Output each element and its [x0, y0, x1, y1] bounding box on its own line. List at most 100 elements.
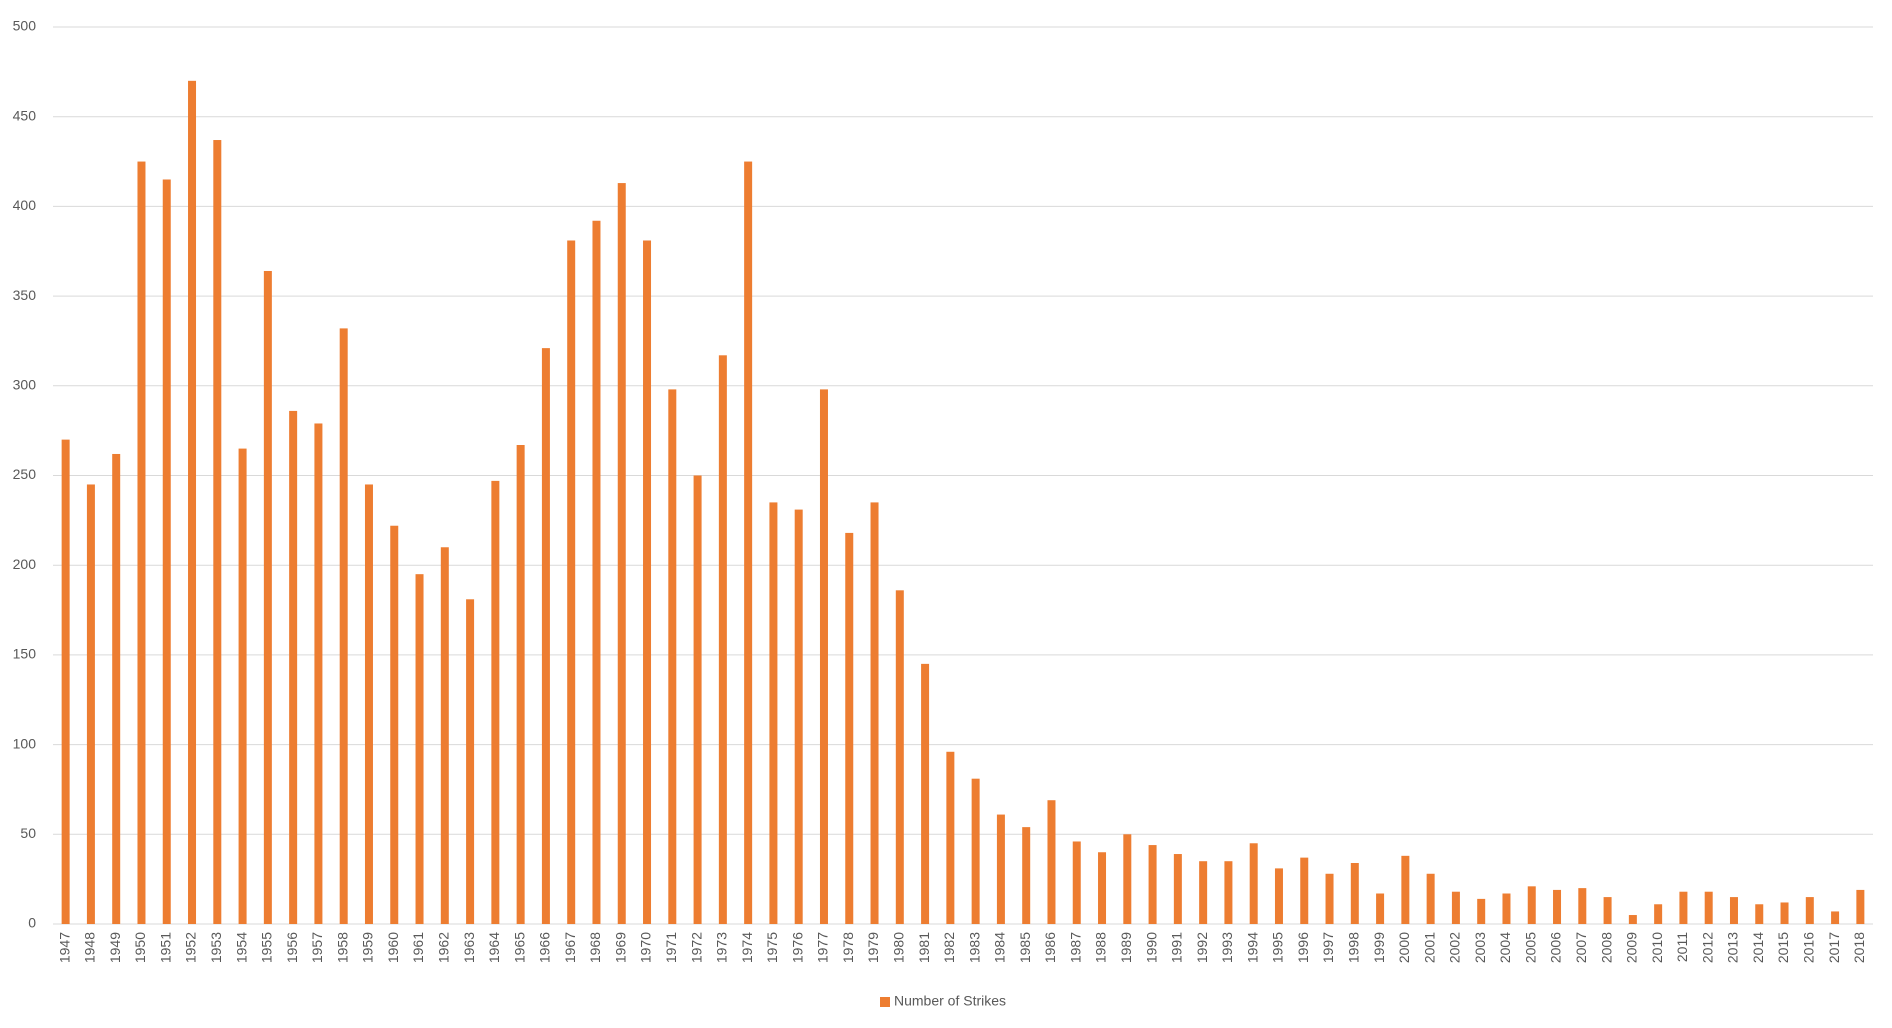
- x-tick-label: 1954: [233, 932, 249, 963]
- x-tick-label: 1953: [208, 932, 224, 963]
- x-tick-label: 1969: [612, 932, 628, 963]
- bar: [1098, 852, 1107, 924]
- x-tick-label: 1982: [941, 932, 957, 963]
- bar: [440, 547, 449, 924]
- bar: [718, 355, 727, 924]
- y-tick-label: 50: [20, 825, 36, 841]
- bar: [314, 423, 323, 924]
- x-tick-label: 1995: [1270, 932, 1286, 963]
- x-tick-label: 2005: [1522, 932, 1538, 963]
- x-tick-label: 2003: [1472, 932, 1488, 963]
- bar: [188, 80, 197, 924]
- bar: [668, 389, 677, 924]
- y-tick-label: 300: [13, 377, 37, 393]
- x-tick-label: 2001: [1421, 932, 1437, 963]
- x-tick-label: 1967: [562, 932, 578, 963]
- bar: [921, 663, 930, 924]
- bar: [819, 389, 828, 924]
- x-tick-label: 1985: [1017, 932, 1033, 963]
- x-tick-label: 1976: [789, 932, 805, 963]
- bar: [1502, 893, 1511, 924]
- x-tick-label: 1984: [992, 932, 1008, 963]
- bar: [466, 599, 475, 924]
- bar: [1274, 868, 1283, 924]
- bar: [1553, 889, 1562, 924]
- x-tick-label: 2002: [1447, 932, 1463, 963]
- x-tick-label: 1968: [587, 932, 603, 963]
- bar: [238, 448, 247, 924]
- bar: [1729, 897, 1738, 924]
- bar: [1426, 873, 1435, 924]
- bar: [870, 502, 879, 924]
- bar: [491, 480, 500, 924]
- x-tick-label: 2018: [1851, 932, 1867, 963]
- bar: [390, 525, 399, 924]
- bar: [1072, 841, 1081, 924]
- bar: [1047, 800, 1056, 924]
- bar: [1477, 898, 1486, 924]
- x-tick-label: 1977: [815, 932, 831, 963]
- bar: [1704, 891, 1713, 924]
- x-tick-label: 1974: [739, 932, 755, 963]
- x-tick-label: 1965: [511, 932, 527, 963]
- x-tick-label: 1998: [1346, 932, 1362, 963]
- bar: [769, 502, 778, 924]
- x-tick-label: 1981: [916, 932, 932, 963]
- bar: [263, 270, 272, 924]
- x-tick-label: 1951: [157, 932, 173, 963]
- bar: [1527, 886, 1536, 924]
- bar: [567, 240, 576, 925]
- bar: [1628, 915, 1637, 924]
- bar: [1578, 888, 1587, 924]
- bar: [1173, 854, 1182, 924]
- x-tick-label: 1961: [410, 932, 426, 963]
- x-tick-label: 1994: [1244, 932, 1260, 963]
- x-tick-label: 1950: [132, 932, 148, 963]
- y-tick-label: 150: [13, 646, 37, 662]
- x-tick-label: 2006: [1548, 932, 1564, 963]
- bar: [895, 590, 904, 924]
- bar: [617, 183, 626, 924]
- bar: [1123, 834, 1132, 924]
- x-tick-label: 1996: [1295, 932, 1311, 963]
- bar: [364, 484, 373, 924]
- x-tick-label: 1971: [663, 932, 679, 963]
- x-tick-label: 1949: [107, 932, 123, 963]
- x-tick-label: 2000: [1396, 932, 1412, 963]
- bar: [112, 453, 121, 924]
- bar: [693, 475, 702, 924]
- x-tick-label: 1990: [1143, 932, 1159, 963]
- bar: [1831, 911, 1840, 924]
- bar: [61, 439, 70, 924]
- bar: [213, 140, 222, 925]
- x-tick-label: 1956: [284, 932, 300, 963]
- x-tick-label: 2017: [1826, 932, 1842, 963]
- x-tick-label: 1958: [334, 932, 350, 963]
- bar: [1679, 891, 1688, 924]
- x-tick-label: 2015: [1775, 932, 1791, 963]
- bar: [744, 161, 753, 925]
- x-tick-label: 2016: [1801, 932, 1817, 963]
- x-tick-label: 2011: [1674, 932, 1690, 962]
- bar: [137, 161, 146, 925]
- x-tick-label: 1991: [1169, 932, 1185, 963]
- y-tick-label: 200: [13, 556, 37, 572]
- bar: [516, 445, 525, 924]
- y-tick-label: 500: [13, 18, 37, 34]
- x-tick-label: 1989: [1118, 932, 1134, 963]
- bar: [1350, 863, 1359, 924]
- bar: [643, 240, 652, 925]
- bar: [1325, 873, 1334, 924]
- bar: [1148, 845, 1157, 924]
- x-tick-label: 2012: [1699, 932, 1715, 963]
- x-tick-label: 2013: [1725, 932, 1741, 963]
- legend-swatch: [880, 997, 890, 1007]
- bar: [415, 574, 424, 924]
- x-tick-label: 1972: [688, 932, 704, 963]
- y-tick-label: 100: [13, 735, 37, 751]
- x-tick-label: 2014: [1750, 932, 1766, 963]
- x-tick-label: 1988: [1093, 932, 1109, 963]
- bar: [1451, 891, 1460, 924]
- x-tick-label: 1979: [865, 932, 881, 963]
- x-tick-label: 1962: [436, 932, 452, 963]
